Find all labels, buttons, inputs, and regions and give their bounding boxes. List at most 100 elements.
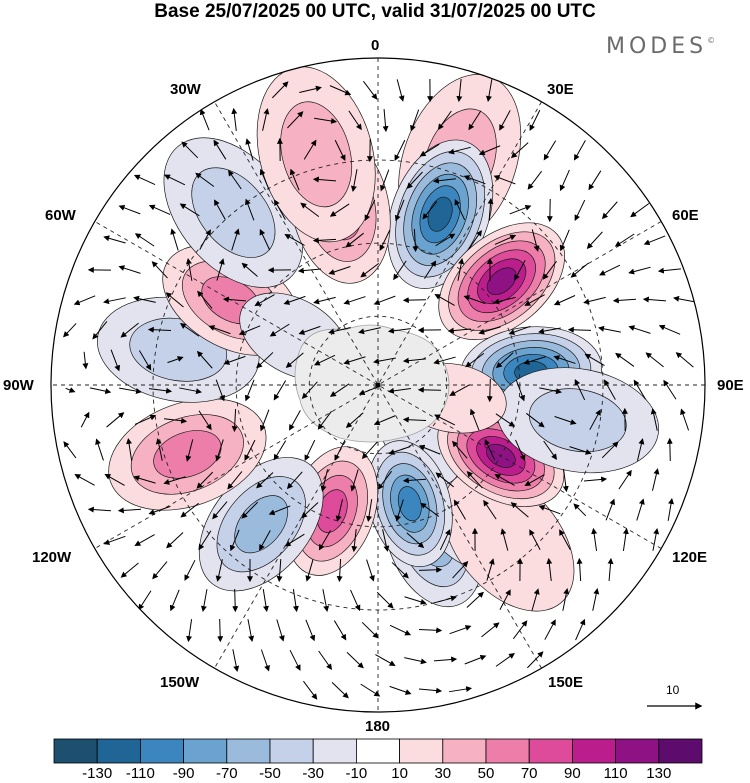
wind-arrow: [570, 262, 589, 278]
wind-arrow: [256, 472, 274, 489]
wind-arrow: [186, 619, 193, 643]
lon-label-30e: 30E: [547, 81, 574, 98]
wind-arrow: [544, 619, 556, 640]
wind-arrow: [387, 387, 411, 394]
colorbar-swatch: [96, 738, 141, 764]
wind-arrow: [495, 352, 514, 369]
wind-arrow: [148, 505, 171, 515]
modes-logo: MODES©: [606, 34, 715, 59]
chart-title: Base 25/07/2025 00 UTC, valid 31/07/2025…: [154, 1, 596, 22]
colorbar-swatch: [139, 738, 184, 764]
wind-arrow: [387, 327, 411, 334]
wind-arrow: [510, 142, 529, 159]
wind-arrow: [331, 682, 349, 699]
meridian-line: [94, 221, 662, 549]
colorbar-tick-label: -50: [259, 765, 281, 782]
wind-arrow: [273, 380, 287, 401]
wind-arrow: [110, 349, 121, 372]
wind-arrow: [607, 557, 614, 582]
colorbar-tick-label: -30: [302, 765, 325, 782]
wind-arrow: [484, 438, 496, 461]
wind-arrow: [195, 172, 215, 187]
wind-arrow: [74, 474, 95, 486]
wind-arrow: [318, 650, 333, 670]
wind-arrow: [666, 437, 673, 462]
wind-arrow: [217, 618, 224, 643]
colorbar-tick-label: 130: [646, 765, 672, 782]
wind-arrow: [303, 139, 317, 160]
wind-arrow: [335, 499, 343, 522]
wind-arrow: [166, 532, 184, 549]
wind-arrow: [514, 260, 526, 281]
wind-arrow: [274, 199, 286, 220]
wind-arrow: [599, 264, 621, 276]
wind-arrow: [179, 387, 202, 395]
wind-arrow: [449, 625, 472, 635]
meridian-line: [94, 221, 662, 549]
wind-arrow: [63, 441, 77, 459]
wind-arrow: [95, 438, 104, 461]
wind-arrow: [350, 169, 358, 192]
wind-arrow: [586, 231, 603, 250]
wind-arrow: [486, 378, 493, 403]
wind-arrow: [449, 384, 470, 396]
wind-arrow: [133, 174, 156, 185]
wind-arrow: [433, 656, 458, 663]
wind-arrow: [313, 354, 336, 366]
anomaly-center-negative: [366, 440, 453, 568]
wind-arrow: [350, 589, 361, 612]
wind-arrow: [575, 618, 586, 641]
wind-arrow: [539, 387, 562, 395]
wind-arrow: [464, 654, 487, 665]
wind-arrow: [604, 379, 616, 400]
wind-arrow: [271, 81, 289, 99]
wind-arrow: [447, 327, 471, 334]
wind-arrow: [366, 499, 373, 523]
wind-arrow: [185, 257, 193, 281]
wind-arrow: [333, 620, 347, 641]
lon-label-120e: 120E: [672, 549, 708, 566]
reference-vector-value: 10: [666, 683, 680, 697]
wind-arrow: [361, 621, 379, 639]
colorbar-tick-label: -130: [82, 765, 113, 782]
south-pole-marker: [375, 382, 381, 388]
wind-arrow: [601, 201, 618, 220]
wind-arrow: [322, 589, 330, 612]
wind-arrow: [65, 387, 76, 393]
wind-arrow: [546, 557, 553, 581]
wind-arrow: [362, 80, 378, 100]
lon-label-0: 0: [371, 37, 380, 54]
wind-arrow: [329, 85, 352, 96]
wind-arrow: [418, 627, 443, 634]
anomaly-contour: [397, 486, 422, 522]
wind-arrow: [418, 444, 441, 455]
wind-arrow: [419, 143, 440, 157]
colorbar-tick-label: 70: [520, 765, 538, 782]
colorbar-tick-labels: -130 -110 -90 -70 -50 -30 -10 10 30 50 70 90 110 130: [44, 765, 724, 783]
wind-arrow: [358, 385, 381, 396]
colorbar-swatch: [485, 738, 530, 764]
wind-arrow: [231, 228, 240, 251]
wind-arrow: [434, 293, 455, 306]
wind-arrow: [389, 624, 412, 636]
wind-arrow: [418, 566, 443, 573]
wind-arrow: [404, 596, 427, 605]
wind-arrow: [515, 379, 525, 402]
wind-arrow: [106, 412, 125, 428]
wind-arrow: [229, 529, 240, 552]
wind-arrow: [598, 325, 621, 333]
wind-arrow: [434, 414, 456, 426]
wind-arrow: [553, 355, 576, 364]
wind-arrow: [499, 110, 511, 131]
wind-arrow: [483, 499, 497, 520]
wind-arrow: [212, 501, 228, 520]
anomaly-center-positive: [256, 66, 376, 243]
wind-arrow: [391, 562, 409, 579]
wind-arrow: [531, 588, 540, 611]
wind-arrow: [259, 409, 270, 432]
wind-arrow: [559, 229, 570, 252]
wind-arrow: [402, 357, 426, 364]
wind-arrow: [584, 353, 605, 367]
wind-arrow: [569, 446, 592, 455]
